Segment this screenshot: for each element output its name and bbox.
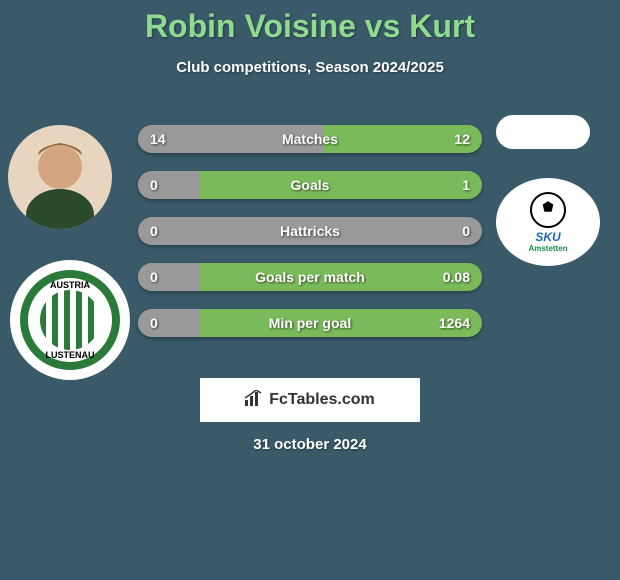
stat-bar: 0Hattricks0	[138, 217, 482, 245]
bar-label: Goals per match	[138, 263, 482, 291]
footer-date: 31 october 2024	[0, 436, 620, 453]
stat-bars: 14Matches120Goals10Hattricks00Goals per …	[138, 125, 482, 355]
bar-label: Goals	[138, 171, 482, 199]
club-left-badge: AUSTRIA LUSTENAU	[10, 260, 130, 380]
player-right-avatar	[496, 115, 590, 149]
chart-icon	[245, 390, 263, 411]
stat-bar: 0Min per goal1264	[138, 309, 482, 337]
bar-label: Hattricks	[138, 217, 482, 245]
subtitle: Club competitions, Season 2024/2025	[0, 59, 620, 76]
brand-box[interactable]: FcTables.com	[200, 378, 420, 422]
bar-value-right: 0.08	[443, 263, 470, 291]
stat-bar: 0Goals1	[138, 171, 482, 199]
bar-value-right: 12	[454, 125, 470, 153]
club-left-top-text: AUSTRIA	[50, 280, 90, 290]
club-right-badge: SKU Amstetten	[496, 178, 600, 266]
bar-label: Min per goal	[138, 309, 482, 337]
club-right-city: Amstetten	[528, 244, 567, 253]
player-left-avatar	[8, 125, 112, 229]
stat-bar: 14Matches12	[138, 125, 482, 153]
bar-value-right: 1	[462, 171, 470, 199]
brand-text: FcTables.com	[269, 391, 375, 409]
bar-value-right: 1264	[439, 309, 470, 337]
person-icon	[8, 125, 112, 229]
bar-label: Matches	[138, 125, 482, 153]
soccer-ball-icon	[530, 192, 566, 228]
club-right-sku: SKU	[535, 230, 560, 244]
page-title: Robin Voisine vs Kurt	[0, 0, 620, 45]
bar-value-right: 0	[462, 217, 470, 245]
stat-bar: 0Goals per match0.08	[138, 263, 482, 291]
stripes-icon	[40, 290, 100, 350]
club-left-bot-text: LUSTENAU	[46, 350, 95, 360]
